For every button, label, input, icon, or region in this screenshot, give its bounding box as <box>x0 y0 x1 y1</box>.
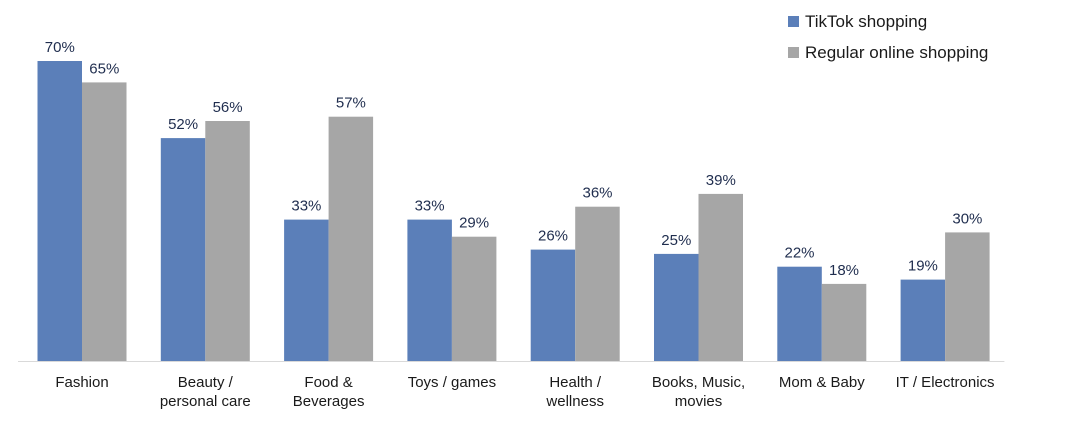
data-label-regular-6: 18% <box>829 262 859 279</box>
data-label-tiktok-2: 33% <box>291 198 321 215</box>
category-label-0: Fashion <box>55 374 108 391</box>
data-label-tiktok-0: 70% <box>45 39 75 56</box>
bar-regular-2 <box>328 116 374 361</box>
data-label-tiktok-1: 52% <box>168 116 198 133</box>
bar-tiktok-4 <box>530 249 576 361</box>
bar-regular-4 <box>575 206 620 361</box>
bar-tiktok-7 <box>900 279 946 361</box>
bar-regular-6 <box>821 283 867 361</box>
category-label-3: Toys / games <box>408 374 496 391</box>
data-label-regular-2: 57% <box>336 95 366 112</box>
bar-tiktok-2 <box>284 219 329 361</box>
bar-tiktok-1 <box>160 138 206 361</box>
data-label-regular-4: 36% <box>582 185 612 202</box>
legend-swatch-tiktok <box>788 16 799 27</box>
legend: TikTok shopping Regular online shopping <box>788 12 988 62</box>
data-label-regular-1: 56% <box>213 99 243 116</box>
bar-regular-0 <box>82 82 127 362</box>
category-label-2: Food & Beverages <box>293 374 365 410</box>
category-label-5: Books, Music, movies <box>652 374 745 410</box>
data-label-regular-5: 39% <box>706 172 736 189</box>
bar-regular-3 <box>451 236 497 361</box>
bar-tiktok-5 <box>654 253 699 361</box>
bar-regular-1 <box>205 121 250 361</box>
legend-swatch-regular <box>788 47 799 58</box>
category-label-4: Health / wellness <box>545 374 604 410</box>
data-labels-layer: 70% 65% 52% 56% 33% 57% 33% 29% 26% 36% 25% 39% 22% 1… <box>45 39 983 279</box>
data-label-tiktok-7: 19% <box>908 258 938 275</box>
category-label-6: Mom & Baby <box>779 374 865 391</box>
bars-layer <box>37 61 990 362</box>
data-label-tiktok-3: 33% <box>415 198 445 215</box>
data-label-regular-7: 30% <box>952 210 982 227</box>
bar-tiktok-0 <box>37 61 82 361</box>
bar-regular-7 <box>945 232 990 361</box>
data-label-tiktok-5: 25% <box>661 232 691 249</box>
category-labels-layer: Fashion Beauty / personal care Food & Bevera… <box>55 374 994 410</box>
data-label-regular-0: 65% <box>89 60 119 77</box>
bar-tiktok-3 <box>407 219 452 361</box>
legend-label-tiktok: TikTok shopping <box>805 12 927 31</box>
bar-tiktok-6 <box>777 266 822 361</box>
category-label-1: Beauty / personal care <box>160 374 251 410</box>
bar-regular-5 <box>698 193 743 361</box>
data-label-regular-3: 29% <box>459 215 489 232</box>
data-label-tiktok-6: 22% <box>784 245 814 262</box>
legend-label-regular: Regular online shopping <box>805 43 988 62</box>
category-label-7: IT / Electronics <box>896 374 995 391</box>
data-label-tiktok-4: 26% <box>538 228 568 245</box>
